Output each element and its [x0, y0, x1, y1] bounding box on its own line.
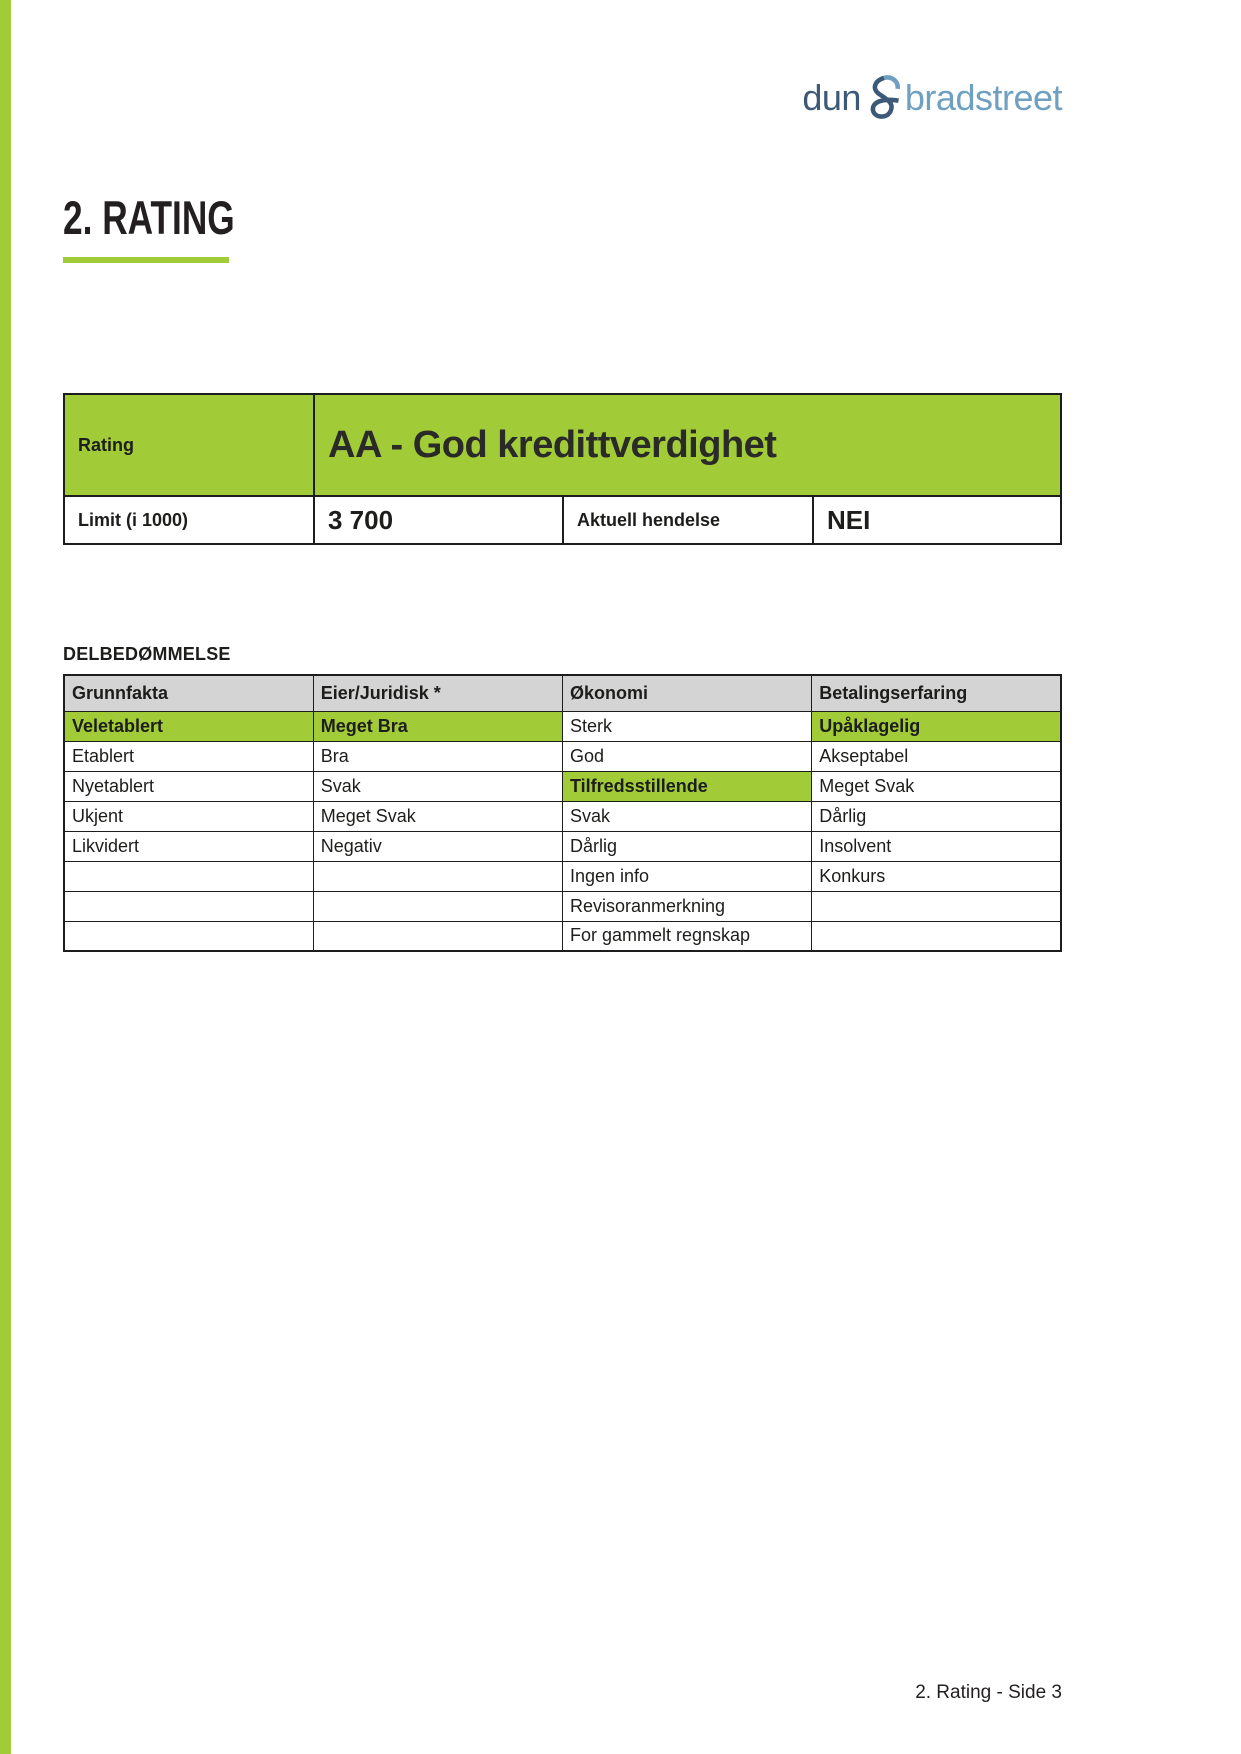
event-value: NEI	[827, 504, 871, 535]
grade-cell: Meget Svak	[312, 800, 564, 832]
grade-cell: Ukjent	[63, 800, 314, 832]
table-row: Veletablert Meget Bra Sterk Upåklagelig	[63, 710, 1062, 742]
rating-table: Rating AA - God kredittverdighet Limit (…	[63, 393, 1062, 545]
column-header: Økonomi	[561, 674, 813, 712]
delbedommelse-table: Grunnfakta Eier/Juridisk * Økonomi Betaling…	[63, 674, 1062, 952]
column-header: Eier/Juridisk *	[312, 674, 564, 712]
rating-value: AA - God kredittverdighet	[328, 423, 777, 466]
grade-cell	[312, 860, 564, 892]
selected-grade-cell: Tilfredsstillende	[561, 770, 813, 802]
grade-cell	[63, 890, 314, 922]
grade-cell	[63, 920, 314, 952]
rating-row: Rating AA - God kredittverdighet	[65, 395, 1060, 495]
grade-cell: Meget Svak	[811, 770, 1062, 802]
grade-cell	[312, 920, 564, 952]
selected-grade-cell: Upåklagelig	[811, 710, 1062, 742]
grade-cell: Negativ	[312, 830, 564, 862]
grade-cell: Ingen info	[561, 860, 813, 892]
table-row: Likvidert Negativ Dårlig Insolvent	[63, 830, 1062, 862]
grade-cell: Dårlig	[811, 800, 1062, 832]
page-title: 2. RATING	[63, 191, 235, 244]
header-row: Grunnfakta Eier/Juridisk * Økonomi Betaling…	[63, 674, 1062, 712]
grade-cell: Insolvent	[811, 830, 1062, 862]
ampersand-icon	[870, 75, 900, 119]
table-row: Ingen info Konkurs	[63, 860, 1062, 892]
grade-cell: Konkurs	[811, 860, 1062, 892]
selected-grade-cell: Veletablert	[63, 710, 314, 742]
grade-cell: Etablert	[63, 740, 314, 772]
grade-cell: Likvidert	[63, 830, 314, 862]
grade-cell: Bra	[312, 740, 564, 772]
grade-cell: Svak	[561, 800, 813, 832]
title-underline	[63, 257, 229, 263]
table-header: Grunnfakta Eier/Juridisk * Økonomi Betaling…	[63, 674, 1062, 712]
grade-cell: Sterk	[561, 710, 813, 742]
grade-cell	[312, 890, 564, 922]
delbedommelse-title: DELBEDØMMELSE	[63, 644, 231, 664]
limit-label: Limit (i 1000)	[65, 497, 315, 543]
table-row: Nyetablert Svak Tilfredsstillende Meget Sva…	[63, 770, 1062, 802]
column-header: Betalingserfaring	[811, 674, 1062, 712]
table-row: Ukjent Meget Svak Svak Dårlig	[63, 800, 1062, 832]
grade-cell: Dårlig	[561, 830, 813, 862]
event-label: Aktuell hendelse	[564, 497, 814, 543]
grade-cell: God	[561, 740, 813, 772]
logo-text-bradstreet: bradstreet	[904, 77, 1063, 118]
table-body: Veletablert Meget Bra Sterk Upåklagelig Etab…	[63, 710, 1062, 952]
table-row: For gammelt regnskap	[63, 920, 1062, 952]
grade-cell: For gammelt regnskap	[561, 920, 813, 952]
selected-grade-cell: Meget Bra	[312, 710, 564, 742]
dnb-logo: dun bradstreet	[802, 74, 1063, 119]
rating-label: Rating	[65, 395, 315, 495]
left-accent-bar	[0, 0, 11, 1754]
grade-cell: Nyetablert	[63, 770, 314, 802]
column-header: Grunnfakta	[63, 674, 314, 712]
table-row: Etablert Bra God Akseptabel	[63, 740, 1062, 772]
grade-cell: Svak	[312, 770, 564, 802]
grade-cell: Akseptabel	[811, 740, 1062, 772]
table-row: Revisoranmerkning	[63, 890, 1062, 922]
grade-cell	[811, 920, 1062, 952]
grade-cell	[63, 860, 314, 892]
grade-cell	[811, 890, 1062, 922]
grade-cell: Revisoranmerkning	[561, 890, 813, 922]
limit-value: 3 700	[315, 497, 564, 543]
limit-row: Limit (i 1000) 3 700 Aktuell hendelse NE…	[65, 495, 1060, 543]
logo-text-dun: dun	[802, 77, 861, 118]
page-footer: 2. Rating - Side 3	[915, 1682, 1062, 1703]
